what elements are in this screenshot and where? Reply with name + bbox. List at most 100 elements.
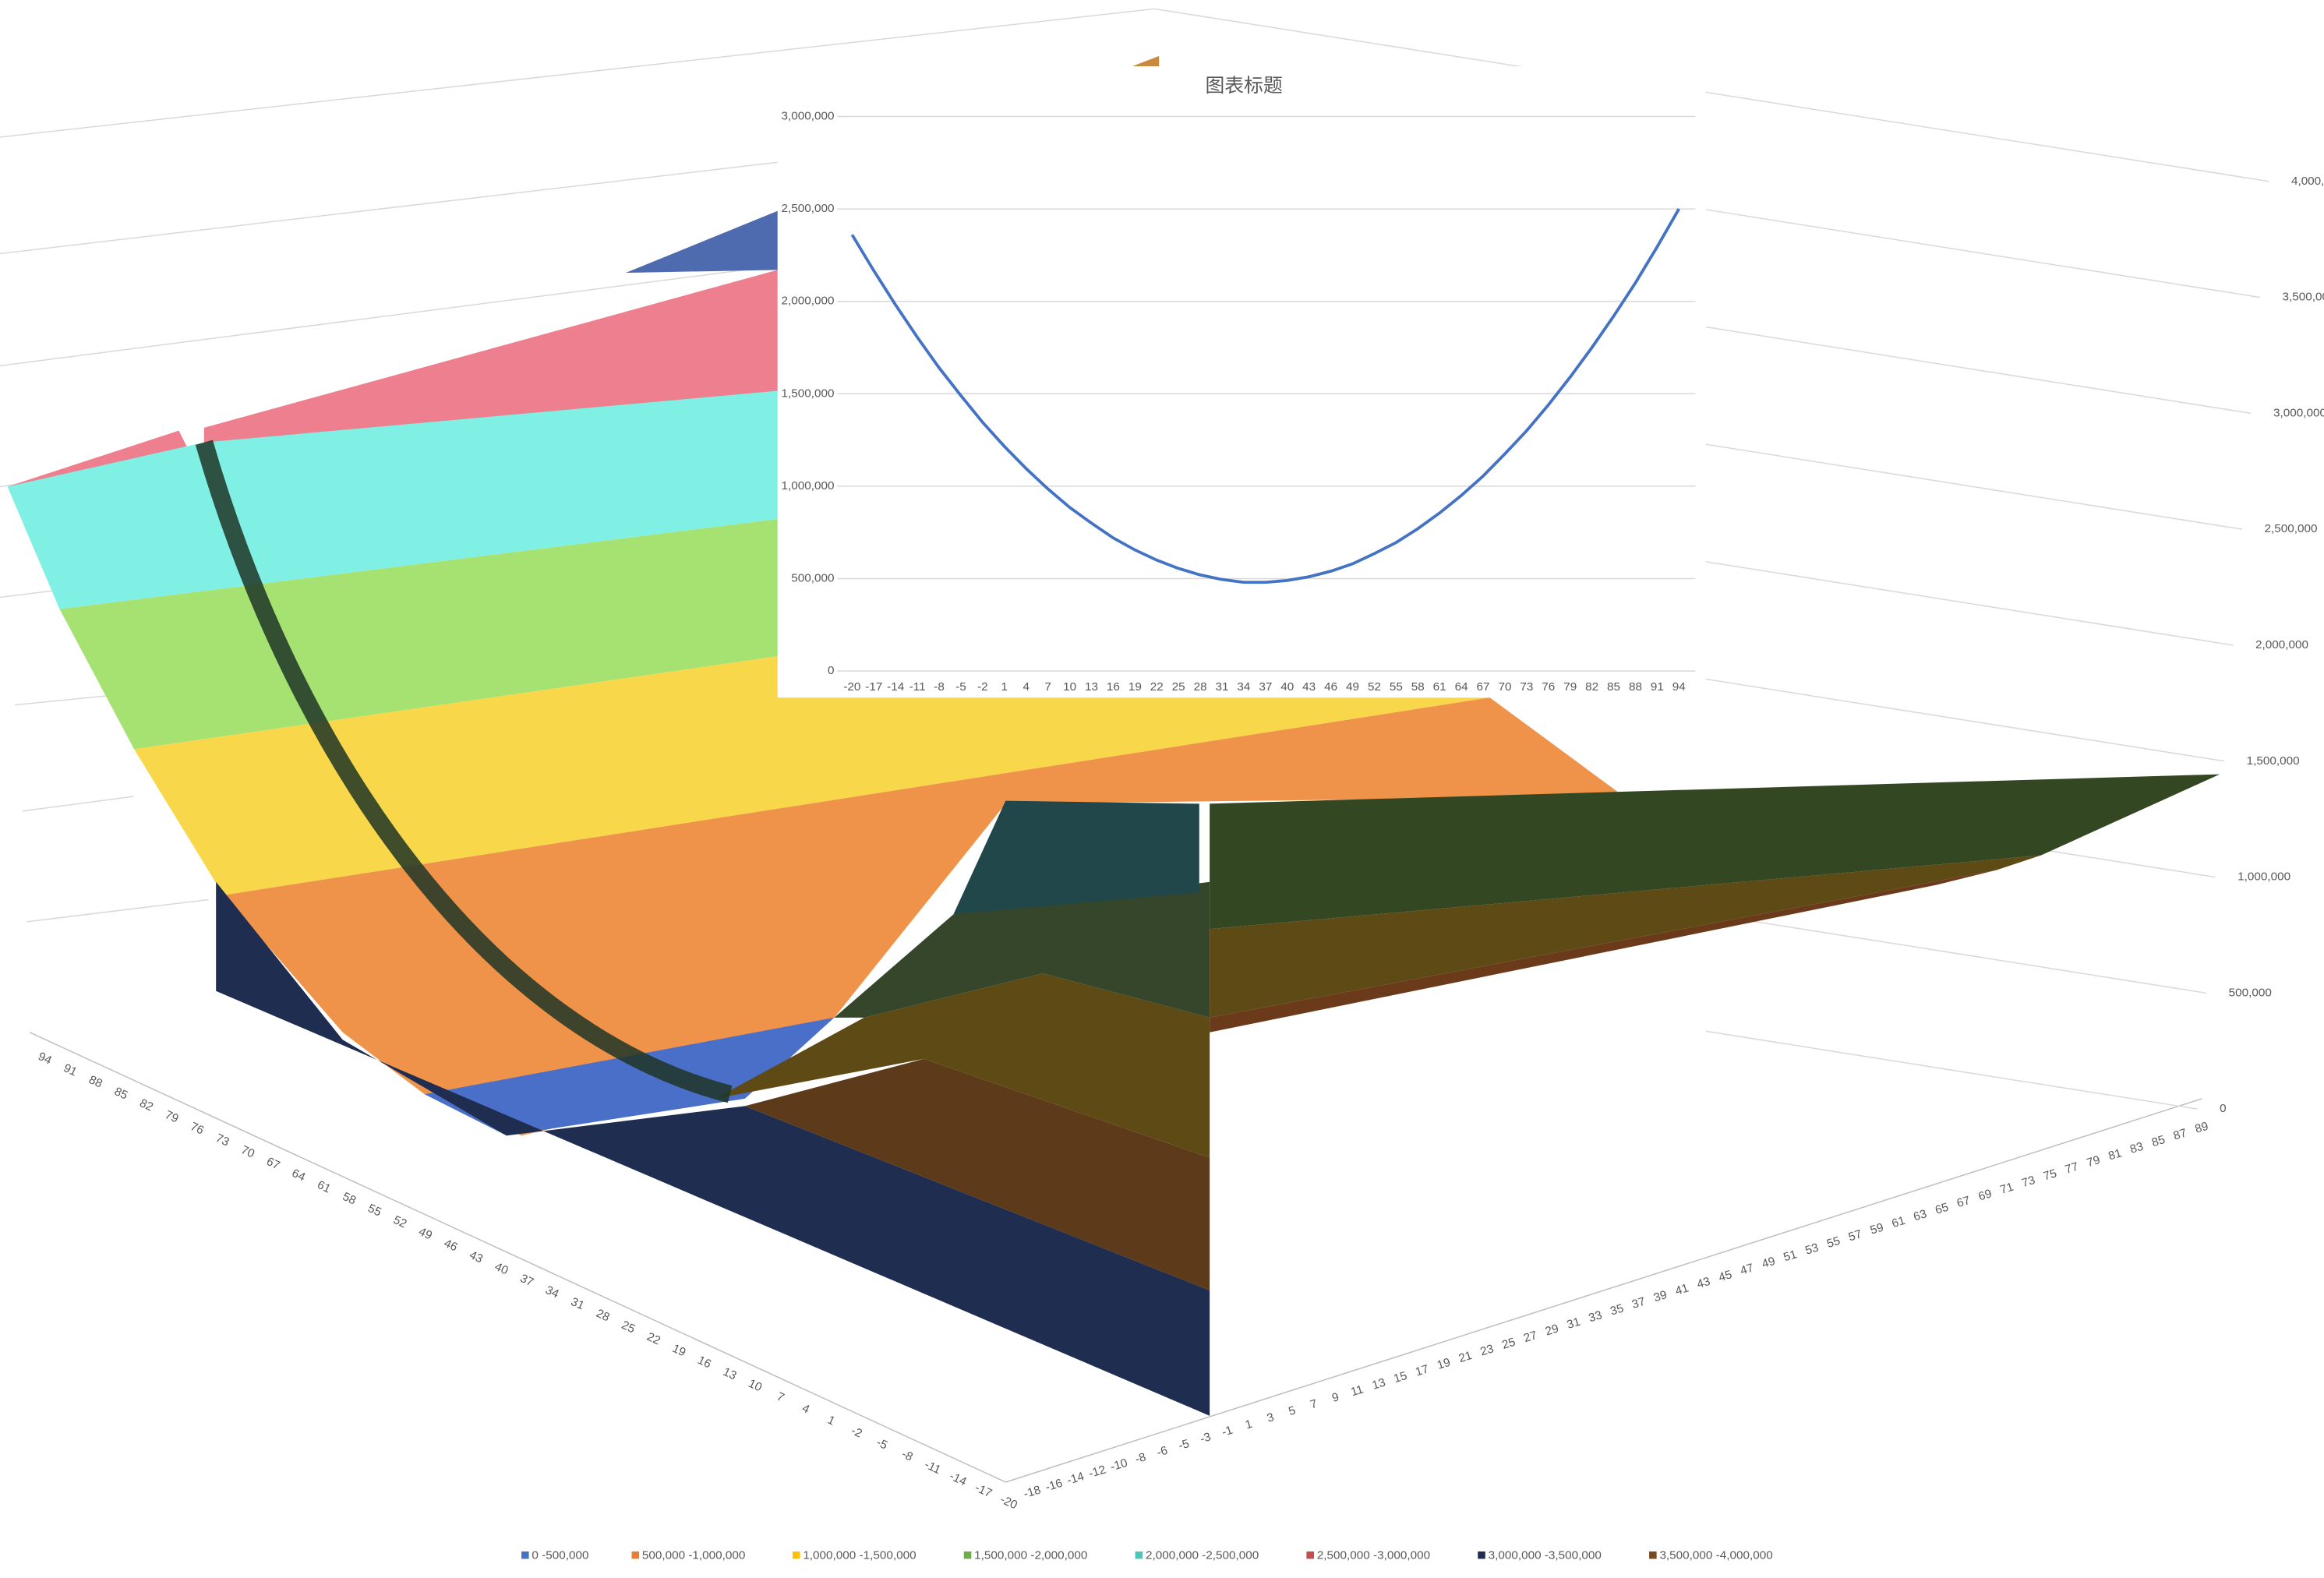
x-tick-label: 79 <box>1563 680 1577 694</box>
x-tick-label: 10 <box>1063 680 1076 694</box>
y-tick-label: 46 <box>442 1237 460 1254</box>
x-tick-label: -12 <box>1087 1463 1107 1481</box>
z-tick-label: 2,500,000 <box>2265 522 2318 535</box>
x-tick-label: 33 <box>1587 1308 1603 1325</box>
x-tick-label: 35 <box>1609 1301 1625 1318</box>
x-tick-label: -8 <box>1133 1450 1147 1466</box>
x-tick-label: 25 <box>1500 1336 1517 1352</box>
x-tick-label: 37 <box>1630 1295 1647 1311</box>
y-tick-label: -2 <box>849 1424 864 1441</box>
x-tick-label: 23 <box>1478 1342 1495 1358</box>
x-tick-label: 88 <box>1629 680 1642 694</box>
y-tick-label: 73 <box>214 1131 231 1149</box>
x-tick-label: 27 <box>1522 1329 1538 1345</box>
z-tick-label: 1,500,000 <box>2247 754 2300 768</box>
y-tick-label: 500,000 <box>791 572 834 585</box>
x-tick-label: 67 <box>1477 680 1490 694</box>
x-tick-label: 89 <box>2193 1120 2209 1136</box>
y-tick-label: 61 <box>315 1178 333 1195</box>
legend-swatch <box>1478 1551 1485 1559</box>
x-tick-label: 17 <box>1414 1362 1430 1379</box>
grid-line <box>1705 561 2234 646</box>
x-tick-label: 31 <box>1216 680 1229 694</box>
legend-swatch <box>631 1551 640 1559</box>
x-tick-label: 55 <box>1825 1234 1842 1251</box>
grid-line <box>1705 678 2225 762</box>
x-tick-label: 49 <box>1761 1255 1777 1271</box>
legend-label: 0 -500,000 <box>532 1549 588 1562</box>
x-tick-label: 71 <box>1998 1181 2015 1197</box>
y-tick-label: -20 <box>998 1493 1019 1513</box>
y-tick-label: -11 <box>923 1458 943 1477</box>
x-tick-label: 13 <box>1085 680 1098 694</box>
x-tick-label: 73 <box>1520 680 1533 694</box>
x-tick-label: 21 <box>1457 1349 1474 1365</box>
y-tick-label: 1 <box>825 1414 837 1428</box>
y-tick-label: 82 <box>137 1096 155 1114</box>
x-tick-label: -8 <box>934 680 945 694</box>
legend-swatch <box>1649 1551 1657 1559</box>
y-tick-label: 4 <box>800 1402 811 1417</box>
legend-label: 3,000,000 -3,500,000 <box>1489 1549 1602 1562</box>
x-tick-label: 61 <box>1890 1214 1906 1230</box>
grid-line <box>1705 326 2252 415</box>
y-tick-label: 19 <box>670 1342 688 1359</box>
x-tick-label: 7 <box>1309 1397 1319 1412</box>
x-tick-label: 59 <box>1869 1221 1885 1237</box>
x-tick-label: 57 <box>1847 1227 1863 1244</box>
y-tick-label: 64 <box>290 1167 308 1184</box>
y-tick-label: 43 <box>468 1248 486 1266</box>
legend-label: 500,000 -1,000,000 <box>642 1549 746 1562</box>
y-tick-label: 16 <box>695 1354 713 1371</box>
y-tick-label: 91 <box>62 1061 79 1078</box>
legend-label: 1,500,000 -2,000,000 <box>974 1549 1087 1562</box>
x-tick-label: 47 <box>1739 1262 1755 1278</box>
y-tick-label: 37 <box>518 1272 536 1289</box>
chart-title: 图表标题 <box>1205 75 1282 97</box>
grid-line <box>1705 91 2269 182</box>
x-tick-label: -3 <box>1199 1430 1213 1446</box>
y-tick-label: 40 <box>493 1260 510 1277</box>
inset-chart-area <box>777 66 1706 698</box>
legend-label: 1,000,000 -1,500,000 <box>803 1549 916 1562</box>
z-tick-label: 0 <box>2220 1102 2227 1115</box>
x-tick-label: -5 <box>955 680 966 694</box>
grid-line <box>1705 443 2242 530</box>
x-tick-label: 67 <box>1955 1194 1972 1210</box>
y-tick-label: 28 <box>594 1307 612 1324</box>
grid-line <box>1705 913 2207 994</box>
x-tick-label: 91 <box>1651 680 1664 694</box>
x-tick-label: 83 <box>2128 1140 2145 1156</box>
x-tick-label: 28 <box>1194 680 1207 694</box>
x-tick-label: 41 <box>1674 1282 1690 1298</box>
y-tick-label: 88 <box>87 1073 104 1090</box>
x-tick-label: 55 <box>1390 680 1403 694</box>
x-tick-label: 70 <box>1498 680 1511 694</box>
x-tick-label: 43 <box>1302 680 1316 694</box>
x-tick-label: -1 <box>1220 1424 1234 1439</box>
y-tick-label: 10 <box>747 1377 765 1394</box>
x-tick-label: 7 <box>1044 680 1051 694</box>
x-tick-label: 49 <box>1346 680 1359 694</box>
x-tick-label: 75 <box>2042 1167 2058 1183</box>
y-tick-label: -14 <box>948 1470 970 1489</box>
y-tick-label: -5 <box>874 1436 890 1453</box>
x-tick-label: -20 <box>843 680 860 694</box>
y-tick-label: 0 <box>828 664 835 677</box>
y-tick-label: 85 <box>112 1085 130 1102</box>
legend-label: 2,000,000 -2,500,000 <box>1146 1549 1259 1562</box>
x-tick-label: 11 <box>1349 1383 1365 1400</box>
x-tick-label: 39 <box>1652 1288 1669 1304</box>
x-tick-label: 94 <box>1672 680 1686 694</box>
y-tick-label: 76 <box>189 1120 207 1137</box>
y-tick-label: 1,000,000 <box>781 479 834 492</box>
x-tick-label: 52 <box>1368 680 1381 694</box>
x-tick-label: 76 <box>1542 680 1555 694</box>
y-tick-label: 13 <box>721 1365 739 1382</box>
x-tick-label: -14 <box>887 680 905 694</box>
x-tick-label: 85 <box>1607 680 1620 694</box>
x-tick-label: 9 <box>1330 1390 1340 1405</box>
y-tick-label: 34 <box>543 1283 561 1301</box>
x-tick-label: -6 <box>1155 1444 1169 1460</box>
